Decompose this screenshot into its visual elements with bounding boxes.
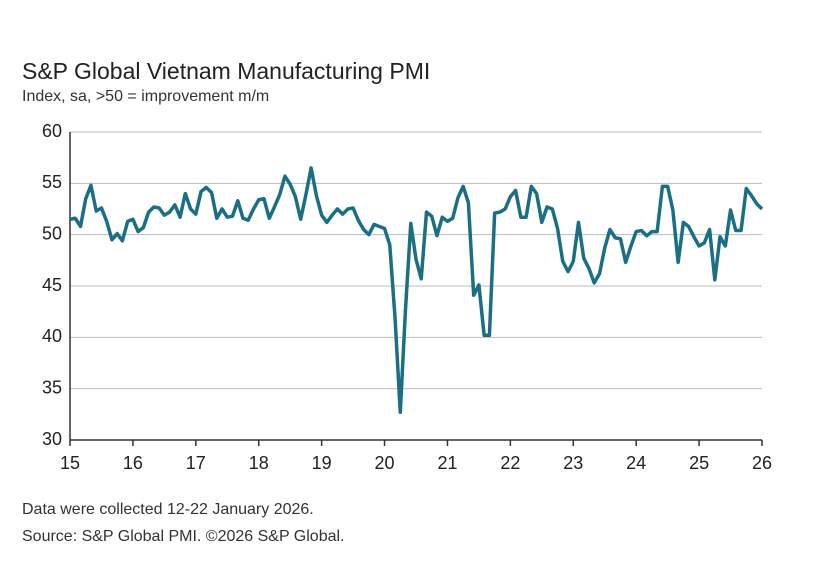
x-tick-label: 17 [186, 453, 206, 473]
y-tick-label: 60 [42, 121, 62, 141]
footnote: Source: S&P Global PMI. ©2026 S&P Global… [22, 528, 344, 545]
chart-subtitle: Index, sa, >50 = improvement m/m [22, 88, 269, 105]
x-tick-label: 18 [249, 453, 269, 473]
y-tick-label: 30 [42, 429, 62, 449]
x-tick-label: 20 [375, 453, 395, 473]
x-tick-label: 15 [60, 453, 80, 473]
x-tick-label: 25 [689, 453, 709, 473]
x-tick-label: 19 [312, 453, 332, 473]
y-tick-label: 40 [42, 326, 62, 346]
x-tick-label: 22 [500, 453, 520, 473]
data-line [69, 166, 764, 415]
y-tick-label: 55 [42, 172, 62, 192]
y-tick-label: 50 [42, 223, 62, 243]
x-tick-label: 21 [437, 453, 457, 473]
footnote: Data were collected 12-22 January 2026. [22, 501, 314, 518]
x-tick-label: 24 [626, 453, 646, 473]
x-tick-label: 16 [123, 453, 143, 473]
chart-title: S&P Global Vietnam Manufacturing PMI [22, 58, 430, 84]
x-tick-label: 26 [752, 453, 772, 473]
y-tick-label: 35 [42, 377, 62, 397]
y-tick-label: 45 [42, 275, 62, 295]
x-tick-label: 23 [563, 453, 583, 473]
